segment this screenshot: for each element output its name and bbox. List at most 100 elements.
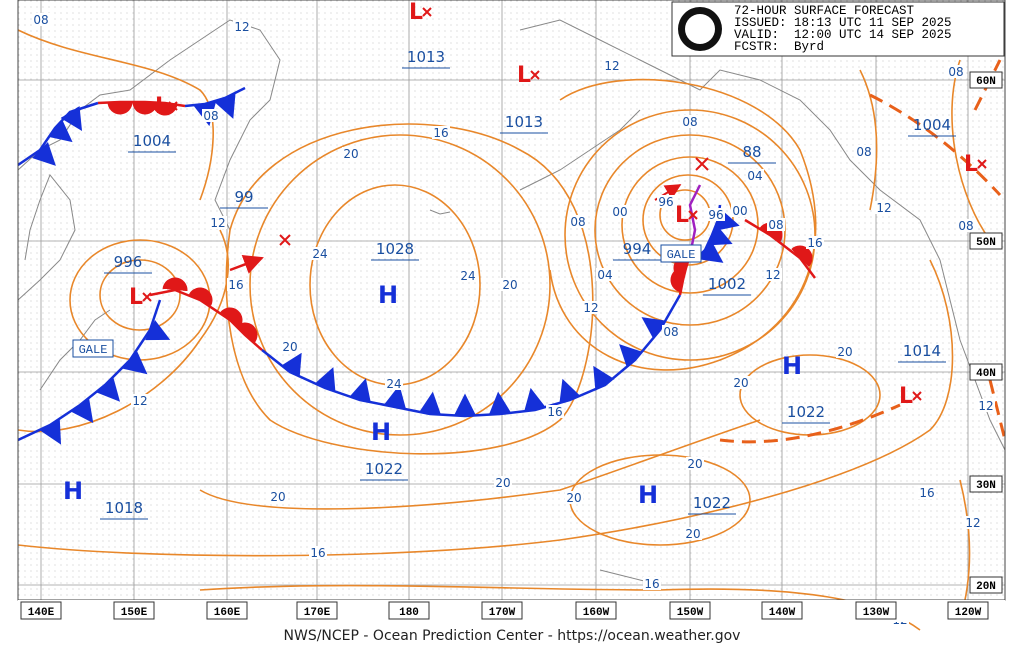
pressure-label: 996 (114, 253, 143, 271)
isobar-label-bg (385, 377, 403, 390)
low-center: L (409, 0, 423, 25)
isobar-label-bg (657, 195, 675, 208)
longitude-label-box (206, 601, 248, 620)
isobar-label: 08 (570, 215, 585, 229)
isobar-label-bg (281, 340, 299, 353)
low-center: L (155, 94, 169, 119)
map-labels: 60N 50N 40N 30N 20N 08 12 08 12 16 20 08 04 08 08 12 08 1… (32, 0, 1003, 627)
latitude-label: 20N (976, 581, 996, 593)
latitude-label-box (969, 363, 1003, 381)
gale-warning: GALE (667, 248, 696, 262)
latitude-label-box (969, 475, 1003, 493)
isobar-label: 96 (658, 195, 673, 209)
pressure-label: 1013 (505, 113, 543, 131)
low-center-mark (912, 391, 922, 401)
title-box (671, 1, 1005, 57)
longitude-label-box (296, 601, 338, 620)
pressure-label: 1013 (407, 48, 445, 66)
longitude-label: 150W (677, 607, 704, 619)
longitude-label: 170W (489, 607, 516, 619)
isobar-label: 00 (612, 205, 627, 219)
fronts (17, 59, 1007, 445)
low-center: L (675, 203, 689, 228)
isobar-label-bg (947, 65, 965, 78)
longitude-label: 160W (583, 607, 610, 619)
gale-warning: GALE (79, 343, 108, 357)
latitude-label: 50N (976, 237, 996, 249)
isobar-label-bg (565, 491, 583, 504)
isobar-label: 12 (210, 216, 225, 230)
isobar-label-bg (918, 486, 936, 499)
longitude-label-box (669, 601, 711, 620)
low-center: L (517, 63, 531, 88)
pressure-label: 99 (234, 188, 253, 206)
isobar-label-bg (309, 546, 327, 559)
isobar-label: 20 (502, 278, 517, 292)
isobar-label: 20 (566, 491, 581, 505)
high-center: H (63, 477, 83, 505)
pressure-label: 1004 (913, 116, 951, 134)
isobar-label-bg (681, 115, 699, 128)
longitude-label-box (575, 601, 617, 620)
isobar-label-bg (855, 145, 873, 158)
isobar-label-bg (662, 325, 680, 338)
isobar-label: 00 (732, 204, 747, 218)
isobar-label: 12 (876, 201, 891, 215)
isobar-label-bg (501, 278, 519, 291)
isobar-label: 12 (132, 394, 147, 408)
longitude-label-box (20, 601, 62, 620)
low-center-mark (168, 101, 178, 111)
isobar-label-bg (459, 269, 477, 282)
high-center: H (378, 281, 398, 309)
isobar-label: 04 (597, 268, 612, 282)
isobar-label: 12 (583, 301, 598, 315)
isobar-label-bg (596, 268, 614, 281)
pressure-label: 1022 (693, 494, 731, 512)
longitude-label: 120W (955, 607, 982, 619)
isobar-label: 20 (837, 345, 852, 359)
latitude-label-box (969, 71, 1003, 89)
isobar-label: 20 (495, 476, 510, 490)
isobar-label-bg (684, 527, 702, 540)
pressure-label: 994 (623, 240, 652, 258)
isobar-label: 08 (856, 145, 871, 159)
latitude-label: 60N (976, 76, 996, 88)
isobar-label-bg (806, 236, 824, 249)
isobar-label: 08 (768, 218, 783, 232)
isobar-label: 12 (965, 516, 980, 530)
isobar-label-bg (494, 476, 512, 489)
isobar-label-bg (767, 218, 785, 231)
isobar-label-bg (432, 126, 450, 139)
isobar-label-bg (732, 376, 750, 389)
high-center: H (371, 418, 391, 446)
isobar-label: 08 (33, 13, 48, 27)
latitude-label-box (969, 232, 1003, 250)
longitude-label: 160E (214, 607, 241, 619)
isobar-label-bg (611, 205, 629, 218)
forecast-title: 72-HOUR SURFACE FORECAST (734, 4, 915, 18)
isobar-label: 20 (270, 490, 285, 504)
isobar-label: 16 (644, 577, 659, 591)
isobar-label-bg (686, 457, 704, 470)
isobar-label: 20 (282, 340, 297, 354)
longitude-label-box (761, 601, 803, 620)
issued-time: ISSUED: 18:13 UTC 11 SEP 2025 (734, 16, 952, 30)
low-center-mark (688, 210, 698, 220)
isobar-label: 16 (807, 236, 822, 250)
isobar-label-bg (746, 169, 764, 182)
isobar-label-bg (836, 345, 854, 358)
high-center: H (782, 352, 802, 380)
ocean-background (18, 0, 1005, 600)
isobar-label-bg (764, 268, 782, 281)
isobar-label: 24 (460, 269, 475, 283)
forecaster: FCSTR: Byrd (734, 40, 824, 54)
footer-credit: NWS/NCEP - Ocean Prediction Center - htt… (284, 628, 741, 644)
isobar-label: 04 (747, 169, 762, 183)
isobar-label: 16 (919, 486, 934, 500)
isobar-label: 24 (386, 377, 401, 391)
isobar-label: 08 (682, 115, 697, 129)
longitude-label: 130W (863, 607, 890, 619)
isobar-label: 12 (765, 268, 780, 282)
isobar-label-bg (875, 201, 893, 214)
